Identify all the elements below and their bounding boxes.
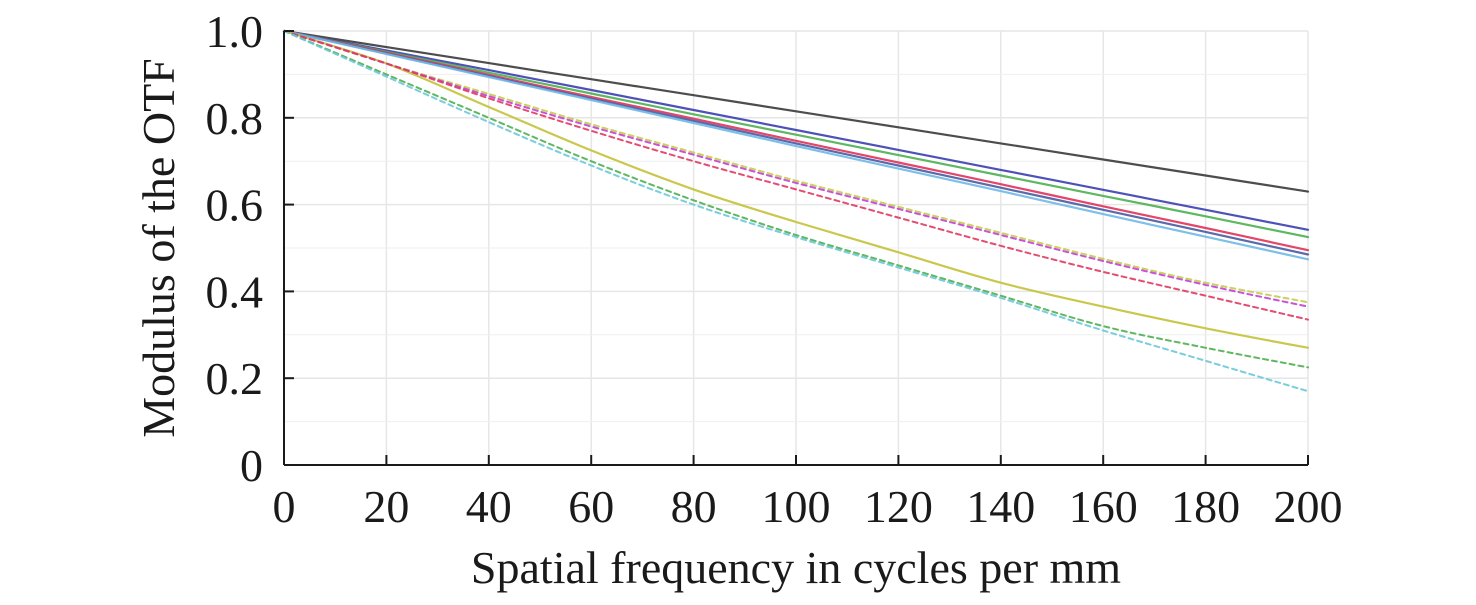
series-line-2	[282, 29, 1310, 231]
series-line-3	[282, 29, 1310, 239]
series-line-10	[283, 30, 1309, 321]
series-lines	[282, 29, 1310, 393]
y-tick-label: 0.6	[206, 180, 264, 231]
tick-labels: 0 20 40 60 80 100 120 140 160 180 200 0 0.2 0.4 0.6 0.8…	[206, 6, 1343, 532]
y-tick-label: 0	[240, 440, 263, 491]
x-tick-label: 180	[1171, 481, 1240, 532]
x-axis-title: Spatial frequency in cycles per mm	[471, 542, 1121, 593]
x-tick-label: 160	[1069, 481, 1138, 532]
series-line-9	[283, 30, 1309, 308]
y-tick-label: 0.4	[206, 266, 264, 317]
x-tick-label: 100	[762, 481, 831, 532]
y-axis-title: Modulus of the OTF	[133, 58, 184, 438]
series-line-12	[283, 30, 1309, 393]
x-tick-label: 0	[273, 481, 296, 532]
series-line-8	[283, 30, 1309, 304]
x-tick-label: 20	[363, 481, 409, 532]
x-tick-label: 60	[568, 481, 614, 532]
series-line-1	[282, 29, 1310, 193]
x-tick-label: 200	[1274, 481, 1343, 532]
tick-marks	[283, 30, 1309, 466]
y-tick-label: 1.0	[206, 6, 264, 57]
grid-lines	[284, 30, 1309, 465]
x-tick-label: 120	[864, 481, 933, 532]
y-tick-label: 0.8	[206, 93, 264, 144]
series-line-7	[282, 29, 1310, 349]
x-tick-label: 80	[671, 481, 717, 532]
x-tick-label: 140	[966, 481, 1035, 532]
y-tick-label: 0.2	[206, 353, 264, 404]
series-line-4	[282, 29, 1310, 252]
series-line-11	[283, 30, 1309, 369]
x-tick-label: 40	[466, 481, 512, 532]
series-line-6	[282, 29, 1310, 261]
